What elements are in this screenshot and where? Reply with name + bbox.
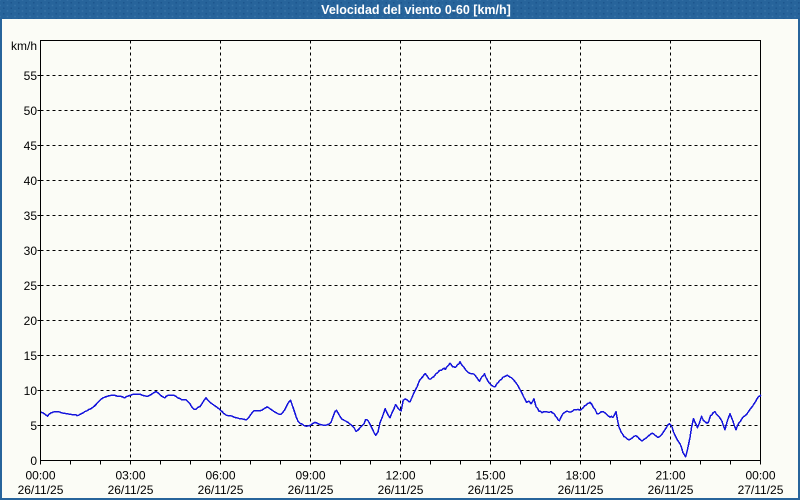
svg-text:20: 20 (24, 314, 38, 328)
svg-text:26/11/25: 26/11/25 (18, 483, 64, 497)
svg-text:55: 55 (24, 69, 38, 83)
svg-text:35: 35 (24, 209, 38, 223)
svg-text:18:00: 18:00 (565, 469, 595, 483)
svg-text:00:00: 00:00 (745, 469, 775, 483)
svg-text:26/11/25: 26/11/25 (108, 483, 154, 497)
svg-text:25: 25 (24, 279, 38, 293)
svg-text:26/11/25: 26/11/25 (468, 483, 514, 497)
svg-text:45: 45 (24, 139, 38, 153)
svg-text:30: 30 (24, 244, 38, 258)
svg-text:26/11/25: 26/11/25 (288, 483, 334, 497)
svg-text:26/11/25: 26/11/25 (648, 483, 694, 497)
svg-text:10: 10 (24, 384, 38, 398)
svg-text:15: 15 (24, 349, 38, 363)
svg-text:26/11/25: 26/11/25 (378, 483, 424, 497)
svg-text:12:00: 12:00 (385, 469, 415, 483)
svg-text:03:00: 03:00 (115, 469, 145, 483)
svg-text:0: 0 (30, 454, 37, 468)
svg-text:00:00: 00:00 (25, 469, 55, 483)
svg-text:21:00: 21:00 (655, 469, 685, 483)
svg-text:26/11/25: 26/11/25 (198, 483, 244, 497)
svg-text:27/11/25: 27/11/25 (738, 483, 784, 497)
svg-text:09:00: 09:00 (295, 469, 325, 483)
svg-text:40: 40 (24, 174, 38, 188)
svg-text:50: 50 (24, 104, 38, 118)
svg-text:26/11/25: 26/11/25 (558, 483, 604, 497)
svg-text:5: 5 (30, 419, 37, 433)
svg-text:km/h: km/h (11, 39, 37, 53)
svg-text:15:00: 15:00 (475, 469, 505, 483)
svg-text:06:00: 06:00 (205, 469, 235, 483)
